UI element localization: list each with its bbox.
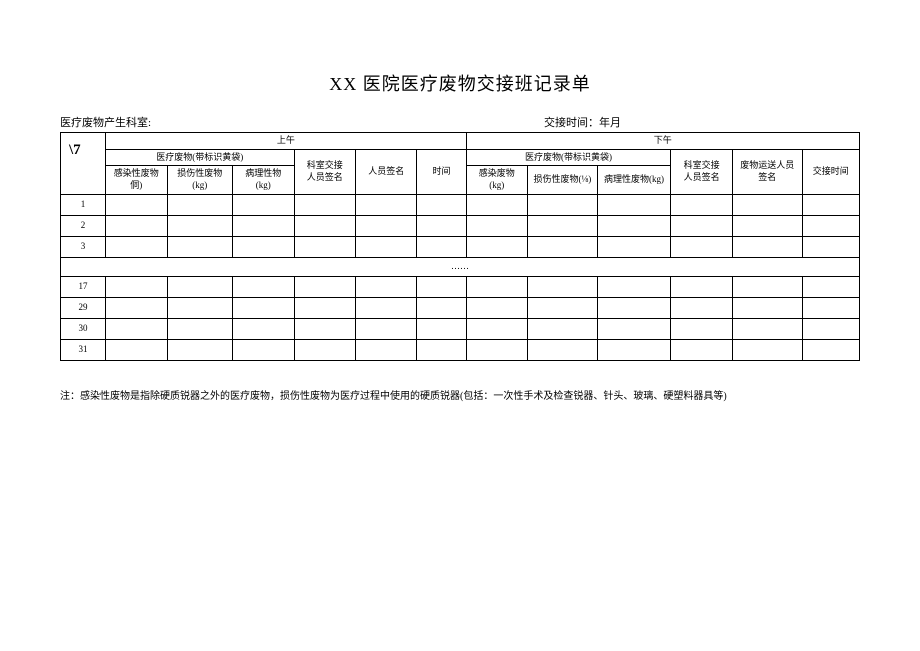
ellipsis-cell: ……	[61, 257, 860, 276]
waste-group-am: 医疗废物(带标识黄袋)	[106, 149, 294, 166]
record-table: \7 上午 下午 医疗废物(带标识黄袋) 科室交接人员签名 人员签名 时间 医疗…	[60, 132, 860, 361]
row-index: 1	[61, 194, 106, 215]
table-row: 1	[61, 194, 860, 215]
row-index: 2	[61, 215, 106, 236]
meta-row: 医疗废物产生科室: 交接时间：年月	[60, 114, 860, 130]
table-row: 30	[61, 318, 860, 339]
pm-col-5: 废物运送人员签名	[732, 149, 802, 194]
table-row: 3	[61, 236, 860, 257]
pm-col-6: 交接时间	[802, 149, 859, 194]
header-row-1: \7 上午 下午	[61, 133, 860, 150]
am-col-1: 感染性废物侗)	[106, 166, 167, 194]
pm-col-1: 感染废物(kg)	[466, 166, 527, 194]
footnote: 注：感染性废物是指除硬质锐器之外的医疗废物，损伤性废物为医疗过程中使用的硬质锐器…	[60, 389, 860, 404]
pm-col-2: 损伤性废物(⅛)	[528, 166, 598, 194]
meta-time-label: 交接时间：年月	[524, 114, 860, 130]
meta-department-label: 医疗废物产生科室:	[60, 114, 524, 130]
page-title: XX 医院医疗废物交接班记录单	[60, 70, 860, 96]
pm-col-4: 科室交接人员签名	[671, 149, 732, 194]
row-index: 17	[61, 276, 106, 297]
header-row-2: 医疗废物(带标识黄袋) 科室交接人员签名 人员签名 时间 医疗废物(带标识黄袋)…	[61, 149, 860, 166]
page: XX 医院医疗废物交接班记录单 医疗废物产生科室: 交接时间：年月 \7 上午 …	[0, 0, 920, 404]
table-row: 31	[61, 339, 860, 360]
table-row: 17	[61, 276, 860, 297]
am-col-5: 人员签名	[355, 149, 416, 194]
row-index: 29	[61, 297, 106, 318]
waste-group-pm: 医疗废物(带标识黄袋)	[466, 149, 671, 166]
am-col-6: 时间	[417, 149, 466, 194]
row-index: 3	[61, 236, 106, 257]
am-col-2: 损伤性废物(kg)	[167, 166, 233, 194]
table-row: 2	[61, 215, 860, 236]
diag-cell: \7	[61, 133, 106, 195]
ellipsis-row: ……	[61, 257, 860, 276]
period-pm: 下午	[466, 133, 859, 150]
pm-col-3: 病理性废物(kg)	[597, 166, 671, 194]
am-col-3: 病理性物(kg)	[233, 166, 294, 194]
table-row: 29	[61, 297, 860, 318]
row-index: 30	[61, 318, 106, 339]
diag-text: \7	[69, 141, 81, 161]
row-index: 31	[61, 339, 106, 360]
am-col-4: 科室交接人员签名	[294, 149, 355, 194]
period-am: 上午	[106, 133, 467, 150]
